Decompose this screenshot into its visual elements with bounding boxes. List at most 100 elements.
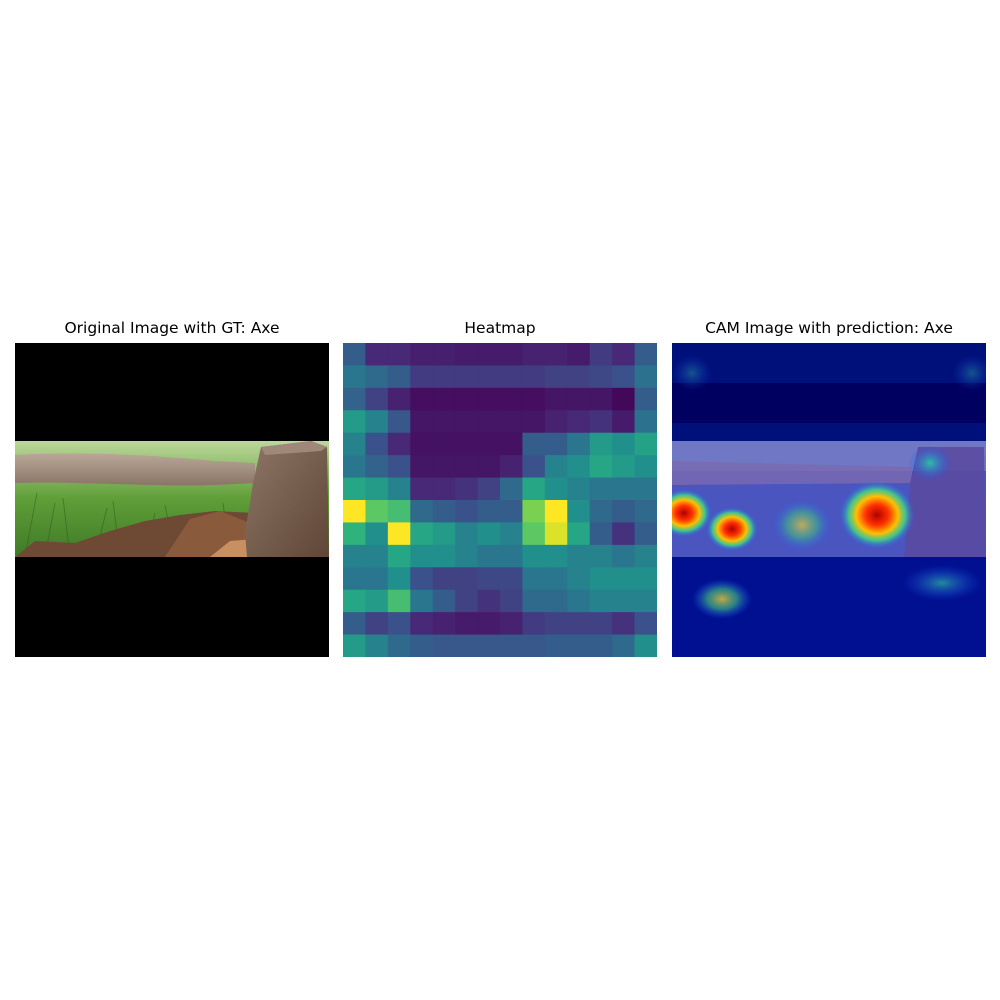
heatmap-cell [500,567,523,591]
heatmap-cell [455,410,479,434]
heatmap-cell [387,567,411,591]
original-image [15,343,329,657]
heatmap-cell [634,589,657,613]
heatmap-cell [500,410,523,434]
heatmap-cell [589,500,613,523]
heatmap-cell [477,544,501,568]
heatmap-cell [634,500,657,523]
heatmap-cell [343,455,366,479]
heatmap-cell [634,365,657,389]
heatmap-cell [477,455,501,479]
heatmap-cell [500,343,523,366]
heatmap-cell [387,634,411,657]
heatmap-cell [343,544,366,568]
heatmap-cell [589,544,613,568]
heatmap-cell [365,432,389,456]
heatmap-cell [567,455,591,479]
heatmap-cell [500,544,523,568]
heatmap-cell [477,634,501,657]
heatmap-cell [387,544,411,568]
heatmap-cell [410,387,434,411]
heatmap-cell [477,589,501,613]
heatmap-cell [544,589,568,613]
heatmap-cell [432,410,456,434]
heatmap-cell [522,365,546,389]
heatmap-cell [634,567,657,591]
heatmap-cell [612,612,636,636]
heatmap-cell [544,387,568,411]
heatmap-cell [455,432,479,456]
heatmap-cell [567,500,591,523]
heatmap-cell [455,634,479,657]
heatmap-cell [612,522,636,546]
heatmap-cell [343,634,366,657]
heatmap-title: Heatmap [464,319,536,337]
heatmap-cell [365,589,389,613]
heatmap-cell [567,544,591,568]
original-image-title: Original Image with GT: Axe [64,319,280,337]
heatmap-cell [567,612,591,636]
heatmap-cell [522,432,546,456]
heatmap-cell [432,544,456,568]
heatmap-cell [432,500,456,523]
heatmap-cell [612,410,636,434]
heatmap-cell [432,612,456,636]
heatmap-cell [410,589,434,613]
heatmap-cell [477,410,501,434]
heatmap-cell [612,455,636,479]
heatmap-cell [544,477,568,501]
heatmap-cell [455,589,479,613]
cam-overlay-image [672,343,986,657]
heatmap-cell [365,612,389,636]
heatmap-image [343,343,657,657]
heatmap-cell [387,432,411,456]
heatmap-cell [410,455,434,479]
heatmap-cell [544,634,568,657]
heatmap-cell [410,634,434,657]
heatmap-cell [343,477,366,501]
heatmap-cell [477,567,501,591]
heatmap-cell [567,410,591,434]
heatmap-cell [455,567,479,591]
heatmap-cell [365,544,389,568]
heatmap-cell [634,387,657,411]
heatmap-cell [500,365,523,389]
heatmap-cell [343,522,366,546]
heatmap-cell [387,343,411,366]
heatmap-cell [365,522,389,546]
heatmap-cell [343,410,366,434]
heatmap-cell [500,634,523,657]
heatmap-cell [387,522,411,546]
heatmap-cell [387,612,411,636]
heatmap-cell [455,343,479,366]
heatmap-cell [500,612,523,636]
heatmap-cell [612,500,636,523]
heatmap-cell [612,567,636,591]
heatmap-cell [455,544,479,568]
heatmap-cell [477,522,501,546]
heatmap-cell [589,455,613,479]
heatmap-cell [612,432,636,456]
heatmap-cell [410,365,434,389]
heatmap-cell [544,410,568,434]
heatmap-cell [634,544,657,568]
heatmap-cell [432,343,456,366]
heatmap-cell [634,522,657,546]
heatmap-cell [589,612,613,636]
heatmap-cell [477,365,501,389]
heatmap-cell [455,455,479,479]
heatmap-cell [343,589,366,613]
heatmap-cell [455,612,479,636]
heatmap-cell [387,455,411,479]
heatmap-cell [544,500,568,523]
heatmap-cell [612,544,636,568]
heatmap-cell [522,589,546,613]
heatmap-cell [634,634,657,657]
heatmap-cell [544,522,568,546]
heatmap-cell [410,612,434,636]
heatmap-cell [567,343,591,366]
heatmap-cell [387,410,411,434]
heatmap-cell [544,567,568,591]
heatmap-cell [387,477,411,501]
heatmap-cell [410,567,434,591]
